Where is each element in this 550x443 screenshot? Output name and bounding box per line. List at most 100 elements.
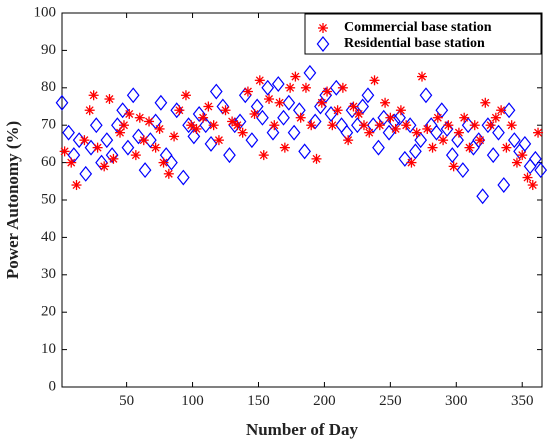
residential-point bbox=[451, 132, 464, 149]
y-tick-label: 10 bbox=[41, 341, 56, 357]
legend-label-residential: Residential base station bbox=[344, 36, 485, 51]
commercial-point bbox=[369, 75, 380, 86]
commercial-point bbox=[198, 112, 209, 123]
commercial-point bbox=[169, 131, 180, 142]
commercial-point bbox=[475, 135, 486, 146]
commercial-point bbox=[249, 108, 260, 119]
commercial-point bbox=[522, 172, 533, 183]
y-tick-label: 0 bbox=[49, 378, 57, 394]
commercial-point bbox=[427, 142, 438, 153]
y-tick-label: 60 bbox=[41, 154, 56, 170]
y-tick-label: 40 bbox=[41, 229, 56, 245]
commercial-point bbox=[138, 135, 149, 146]
y-tick-label: 30 bbox=[41, 266, 56, 282]
commercial-point bbox=[353, 108, 364, 119]
commercial-point bbox=[469, 120, 480, 131]
y-axis-label: Power Autonomy (%) bbox=[3, 121, 22, 279]
residential-point bbox=[345, 102, 359, 119]
residential-point bbox=[303, 64, 317, 81]
residential-point bbox=[277, 109, 290, 126]
y-tick-label: 90 bbox=[41, 42, 56, 58]
residential-point bbox=[154, 94, 168, 111]
residential-point bbox=[324, 106, 338, 122]
commercial-point bbox=[208, 120, 219, 131]
commercial-point bbox=[59, 146, 70, 157]
commercial-point bbox=[443, 120, 454, 131]
commercial-point bbox=[390, 123, 401, 134]
residential-point bbox=[440, 120, 454, 137]
commercial-point bbox=[254, 75, 265, 86]
legend-label-commercial: Commercial base station bbox=[344, 20, 492, 35]
plot-area bbox=[61, 12, 543, 388]
commercial-point bbox=[448, 161, 459, 172]
residential-point bbox=[314, 98, 327, 115]
commercial-point bbox=[501, 142, 512, 153]
residential-point bbox=[529, 150, 542, 167]
commercial-point bbox=[118, 120, 129, 131]
commercial-point bbox=[264, 94, 275, 105]
commercial-point bbox=[406, 157, 417, 168]
commercial-point bbox=[269, 120, 280, 131]
commercial-point bbox=[401, 120, 412, 131]
residential-point bbox=[372, 139, 385, 156]
commercial-point bbox=[186, 120, 197, 131]
residential-point bbox=[182, 117, 195, 134]
legend-box bbox=[304, 13, 542, 55]
commercial-point bbox=[237, 127, 248, 138]
commercial-point bbox=[150, 142, 161, 153]
commercial-point bbox=[274, 97, 285, 108]
commercial-point bbox=[496, 105, 507, 116]
residential-point bbox=[62, 124, 75, 141]
commercial-point bbox=[506, 120, 517, 131]
commercial-point bbox=[311, 153, 322, 164]
y-tick-label: 50 bbox=[41, 191, 56, 207]
residential-point bbox=[176, 169, 190, 186]
residential-point bbox=[361, 87, 375, 104]
commercial-point bbox=[464, 142, 475, 153]
legend-marker-residential bbox=[316, 36, 330, 52]
residential-point bbox=[534, 162, 548, 179]
residential-point bbox=[116, 102, 130, 119]
residential-point bbox=[398, 150, 412, 167]
commercial-point bbox=[115, 127, 126, 138]
commercial-point bbox=[527, 180, 538, 191]
commercial-point bbox=[92, 142, 103, 153]
commercial-point bbox=[295, 112, 306, 123]
legend-marker-commercial bbox=[318, 23, 328, 33]
data-points bbox=[55, 64, 548, 205]
residential-point bbox=[308, 113, 322, 130]
commercial-point bbox=[191, 123, 202, 134]
residential-point bbox=[55, 94, 69, 111]
commercial-point bbox=[385, 112, 396, 123]
residential-point bbox=[430, 124, 443, 141]
commercial-point bbox=[227, 116, 238, 127]
legend-marker-commercial-glyph bbox=[318, 23, 328, 33]
commercial-point bbox=[300, 82, 311, 93]
residential-point bbox=[481, 117, 495, 134]
residential-point bbox=[502, 102, 516, 119]
commercial-point bbox=[411, 127, 422, 138]
commercial-point bbox=[144, 116, 155, 127]
residential-point bbox=[204, 135, 218, 152]
commercial-point bbox=[417, 71, 427, 82]
x-axis: 50 100 150 200 250 300 350 bbox=[119, 13, 533, 409]
commercial-point bbox=[154, 123, 165, 134]
commercial-point bbox=[130, 150, 141, 161]
residential-point bbox=[393, 109, 406, 126]
x-tick-label: 300 bbox=[445, 393, 468, 409]
commercial-point bbox=[163, 168, 174, 179]
x-tick-label: 200 bbox=[313, 393, 336, 409]
commercial-point bbox=[395, 105, 406, 116]
legend-marker-residential-glyph bbox=[316, 36, 330, 52]
residential-point bbox=[245, 132, 259, 149]
commercial-point bbox=[124, 108, 135, 119]
y-tick-label: 80 bbox=[41, 79, 56, 95]
x-tick-label: 50 bbox=[119, 393, 134, 409]
commercial-point bbox=[232, 120, 243, 131]
commercial-point bbox=[480, 97, 491, 108]
residential-point bbox=[382, 124, 396, 141]
commercial-point bbox=[134, 112, 145, 123]
commercial-point bbox=[99, 161, 110, 172]
commercial-point bbox=[88, 90, 99, 101]
residential-point bbox=[409, 143, 422, 160]
